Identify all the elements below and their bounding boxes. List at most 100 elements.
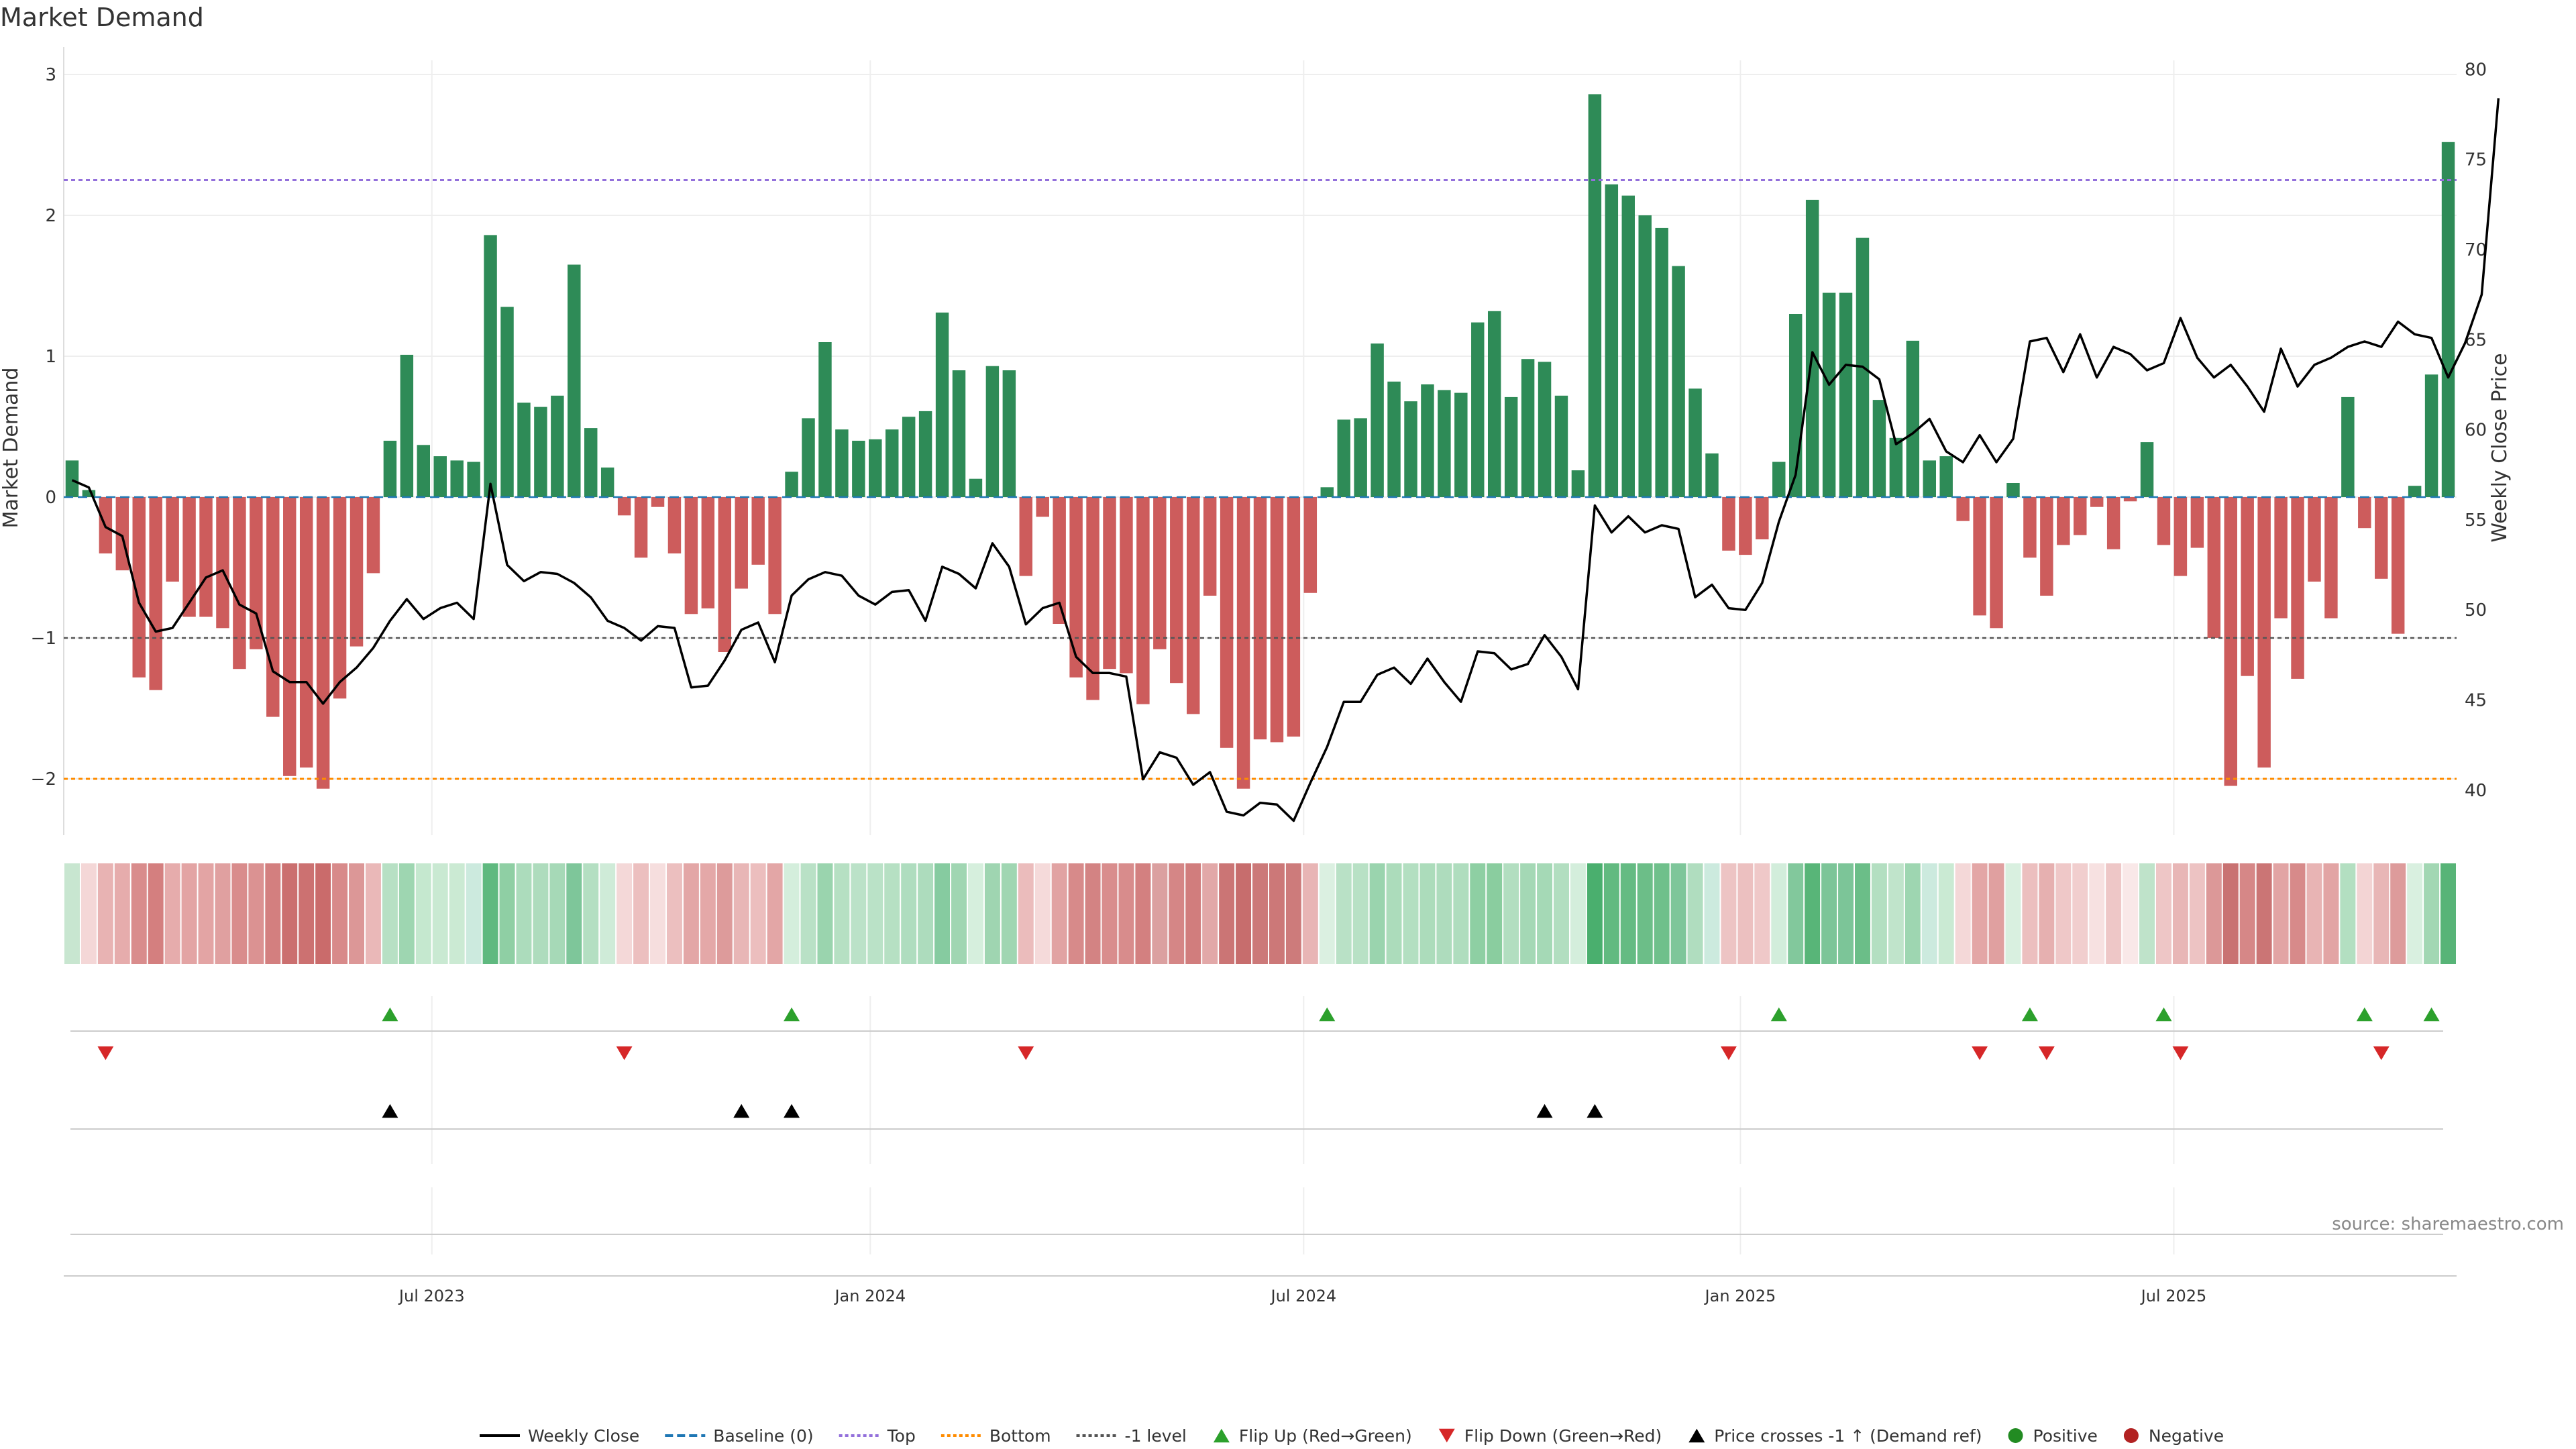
demand-bar-negative (199, 497, 213, 617)
heatmap-cell (382, 863, 398, 964)
y-axis-title: Market Demand (0, 368, 23, 529)
heatmap-cell (767, 863, 783, 964)
demand-bar-positive (82, 490, 96, 497)
heatmap-cell (2072, 863, 2088, 964)
demand-bar-positive (1906, 340, 1920, 497)
heatmap-cell (1185, 863, 1201, 964)
demand-bar-negative (1186, 497, 1200, 714)
x-tick-label: Jan 2025 (1704, 1287, 1776, 1305)
flip-up-marker (2021, 1007, 2038, 1022)
price-cross-marker (733, 1104, 750, 1118)
y2-tick-label: 55 (2465, 511, 2487, 531)
heatmap-cell (432, 863, 448, 964)
demand-bar-positive (918, 411, 932, 497)
demand-bar-positive (433, 456, 447, 497)
heatmap-cell (2189, 863, 2205, 964)
heatmap-cell (1721, 863, 1737, 964)
heatmap-cell (1001, 863, 1017, 964)
demand-bar-negative (1136, 497, 1150, 704)
y2-tick-label: 70 (2465, 240, 2487, 260)
demand-bar-positive (2441, 142, 2455, 498)
heatmap-cell (1202, 863, 1218, 964)
y2-tick-label: 80 (2465, 60, 2487, 80)
heatmap-cell (1269, 863, 1285, 964)
demand-bar-positive (1487, 311, 1501, 497)
y-tick-label: 1 (45, 347, 56, 367)
flip-up-marker (2423, 1007, 2440, 1022)
heatmap-cell (114, 863, 130, 964)
flip-up-marker (1319, 1007, 1336, 1022)
demand-bar-negative (1053, 497, 1066, 624)
demand-bar-positive (2006, 483, 2020, 497)
chart-title: Market Demand (0, 3, 204, 32)
flip-down-marker (1720, 1046, 1737, 1061)
heatmap-cell (1603, 863, 1619, 964)
flip-up-marker (784, 1007, 800, 1022)
demand-bar-negative (617, 497, 631, 516)
flip-up-marker (2155, 1007, 2172, 1022)
demand-bar-positive (1337, 419, 1350, 497)
demand-bar-negative (350, 497, 364, 647)
y-tick-label: 2 (45, 206, 56, 226)
heatmap-cell (884, 863, 900, 964)
heatmap-cell (1135, 863, 1151, 964)
demand-bar-positive (1438, 390, 1451, 497)
demand-bar-positive (1805, 199, 1819, 497)
heatmap-cell (1888, 863, 1904, 964)
demand-bar-negative (1086, 497, 1099, 700)
heatmap-cell (984, 863, 1000, 964)
demand-bar-positive (802, 418, 815, 497)
demand-bar-negative (1120, 497, 1133, 674)
heatmap-cell (482, 863, 498, 964)
heatmap-cell (1838, 863, 1854, 964)
demand-bar-positive (417, 445, 431, 497)
heatmap-cell (934, 863, 951, 964)
demand-bar-positive (2424, 374, 2438, 497)
heatmap-cell (1620, 863, 1636, 964)
heatmap-cell (800, 863, 816, 964)
demand-bar-negative (684, 497, 698, 614)
demand-bar-positive (1504, 396, 1518, 497)
heatmap-cell (164, 863, 180, 964)
demand-bar-positive (1421, 384, 1434, 497)
y2-tick-label: 75 (2465, 150, 2487, 170)
demand-bar-negative (2123, 497, 2137, 502)
demand-bar-negative (2190, 497, 2204, 548)
heatmap-cell (1152, 863, 1168, 964)
heatmap-cell (1252, 863, 1268, 964)
heatmap-cell (583, 863, 599, 964)
heatmap-cell (1236, 863, 1252, 964)
demand-bar-positive (818, 342, 832, 497)
demand-bar-negative (2224, 497, 2237, 786)
demand-bar-negative (1236, 497, 1250, 789)
demand-bar-positive (517, 402, 531, 497)
heatmap-cell (1737, 863, 1754, 964)
demand-bar-positive (1772, 462, 1786, 497)
x-tick-label: Jul 2024 (1270, 1287, 1337, 1305)
heatmap-cell (2373, 863, 2390, 964)
demand-bar-negative (1069, 497, 1083, 678)
demand-bar-positive (1672, 266, 1685, 497)
demand-bar-positive (1554, 395, 1568, 497)
legend-swatch (1688, 1428, 1705, 1443)
heatmap-cell (1938, 863, 1954, 964)
demand-bar-negative (2291, 497, 2304, 679)
heatmap-cell (1436, 863, 1452, 964)
y-tick-label: −2 (31, 769, 56, 790)
demand-bar-negative (333, 497, 347, 699)
heatmap-cell (817, 863, 833, 964)
heatmap-cell (600, 863, 616, 964)
heatmap-cell (750, 863, 766, 964)
demand-bar-positive (65, 460, 79, 497)
demand-bar-positive (1688, 388, 1702, 497)
demand-bar-negative (1153, 497, 1167, 649)
demand-bar-positive (969, 478, 983, 497)
demand-bar-positive (2140, 442, 2154, 497)
heatmap-cell (867, 863, 883, 964)
legend-swatch (2008, 1428, 2023, 1443)
heatmap-cell (1118, 863, 1134, 964)
heatmap-cell (1570, 863, 1586, 964)
demand-bar-positive (1454, 392, 1468, 497)
heatmap-cell (80, 863, 97, 964)
demand-bar-positive (1588, 94, 1602, 497)
